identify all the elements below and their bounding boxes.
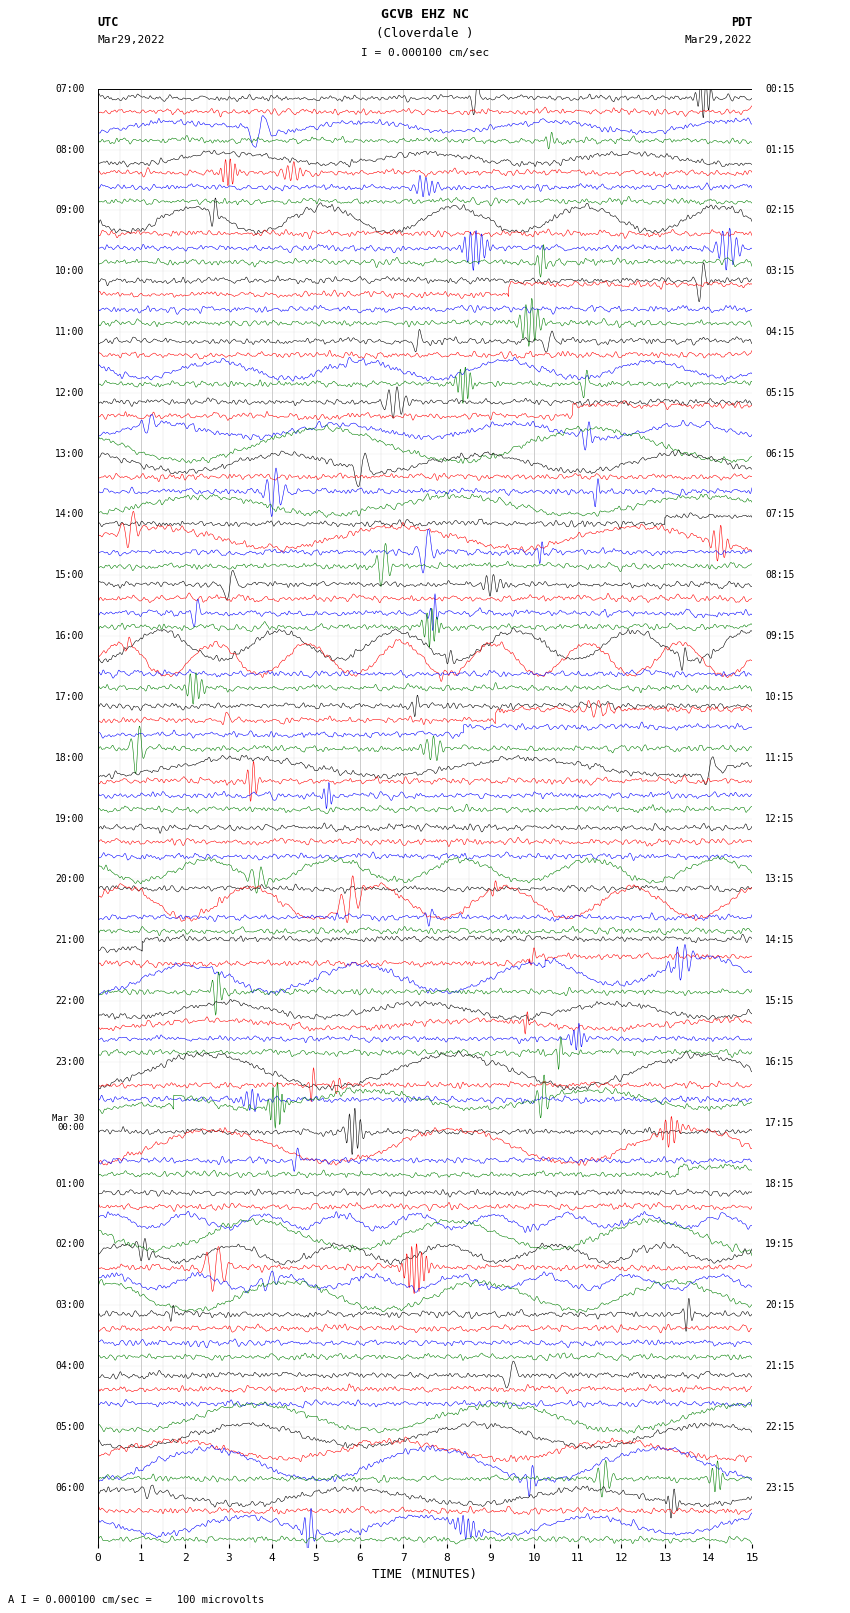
Text: GCVB EHZ NC: GCVB EHZ NC <box>381 8 469 21</box>
Text: 09:15: 09:15 <box>765 631 795 640</box>
Text: 11:00: 11:00 <box>55 327 85 337</box>
Text: 20:15: 20:15 <box>765 1300 795 1310</box>
Text: 16:00: 16:00 <box>55 631 85 640</box>
Text: 19:15: 19:15 <box>765 1239 795 1250</box>
Text: Mar29,2022: Mar29,2022 <box>98 35 165 45</box>
Text: 08:00: 08:00 <box>55 145 85 155</box>
Text: 01:15: 01:15 <box>765 145 795 155</box>
Text: A I = 0.000100 cm/sec =    100 microvolts: A I = 0.000100 cm/sec = 100 microvolts <box>8 1595 264 1605</box>
Text: I = 0.000100 cm/sec: I = 0.000100 cm/sec <box>361 48 489 58</box>
Text: 00:15: 00:15 <box>765 84 795 94</box>
Text: 12:00: 12:00 <box>55 387 85 398</box>
Text: 20:00: 20:00 <box>55 874 85 884</box>
Text: 18:15: 18:15 <box>765 1179 795 1189</box>
Text: 02:15: 02:15 <box>765 205 795 216</box>
Text: 10:15: 10:15 <box>765 692 795 702</box>
Text: 13:00: 13:00 <box>55 448 85 458</box>
Text: 14:00: 14:00 <box>55 510 85 519</box>
Text: 21:15: 21:15 <box>765 1361 795 1371</box>
Text: 23:00: 23:00 <box>55 1057 85 1066</box>
Text: 22:00: 22:00 <box>55 997 85 1007</box>
Text: 15:00: 15:00 <box>55 571 85 581</box>
Text: 19:00: 19:00 <box>55 813 85 824</box>
Text: 18:00: 18:00 <box>55 753 85 763</box>
Text: 14:15: 14:15 <box>765 936 795 945</box>
Text: 05:15: 05:15 <box>765 387 795 398</box>
Text: 02:00: 02:00 <box>55 1239 85 1250</box>
Text: 10:00: 10:00 <box>55 266 85 276</box>
Text: 13:15: 13:15 <box>765 874 795 884</box>
Text: 06:15: 06:15 <box>765 448 795 458</box>
Text: 22:15: 22:15 <box>765 1421 795 1432</box>
Text: Mar29,2022: Mar29,2022 <box>685 35 752 45</box>
Text: 01:00: 01:00 <box>55 1179 85 1189</box>
Text: 07:00: 07:00 <box>55 84 85 94</box>
Text: 11:15: 11:15 <box>765 753 795 763</box>
Text: (Cloverdale ): (Cloverdale ) <box>377 27 473 40</box>
Text: 09:00: 09:00 <box>55 205 85 216</box>
Text: 21:00: 21:00 <box>55 936 85 945</box>
Text: 12:15: 12:15 <box>765 813 795 824</box>
Text: 07:15: 07:15 <box>765 510 795 519</box>
Text: 04:00: 04:00 <box>55 1361 85 1371</box>
Text: 15:15: 15:15 <box>765 997 795 1007</box>
X-axis label: TIME (MINUTES): TIME (MINUTES) <box>372 1568 478 1581</box>
Text: 03:00: 03:00 <box>55 1300 85 1310</box>
Text: 17:00: 17:00 <box>55 692 85 702</box>
Text: 03:15: 03:15 <box>765 266 795 276</box>
Text: 23:15: 23:15 <box>765 1482 795 1492</box>
Text: UTC: UTC <box>98 16 119 29</box>
Text: 00:00: 00:00 <box>58 1123 85 1132</box>
Text: 16:15: 16:15 <box>765 1057 795 1066</box>
Text: 06:00: 06:00 <box>55 1482 85 1492</box>
Text: 17:15: 17:15 <box>765 1118 795 1127</box>
Text: Mar 30: Mar 30 <box>53 1113 85 1123</box>
Text: 08:15: 08:15 <box>765 571 795 581</box>
Text: 04:15: 04:15 <box>765 327 795 337</box>
Text: 05:00: 05:00 <box>55 1421 85 1432</box>
Text: PDT: PDT <box>731 16 752 29</box>
